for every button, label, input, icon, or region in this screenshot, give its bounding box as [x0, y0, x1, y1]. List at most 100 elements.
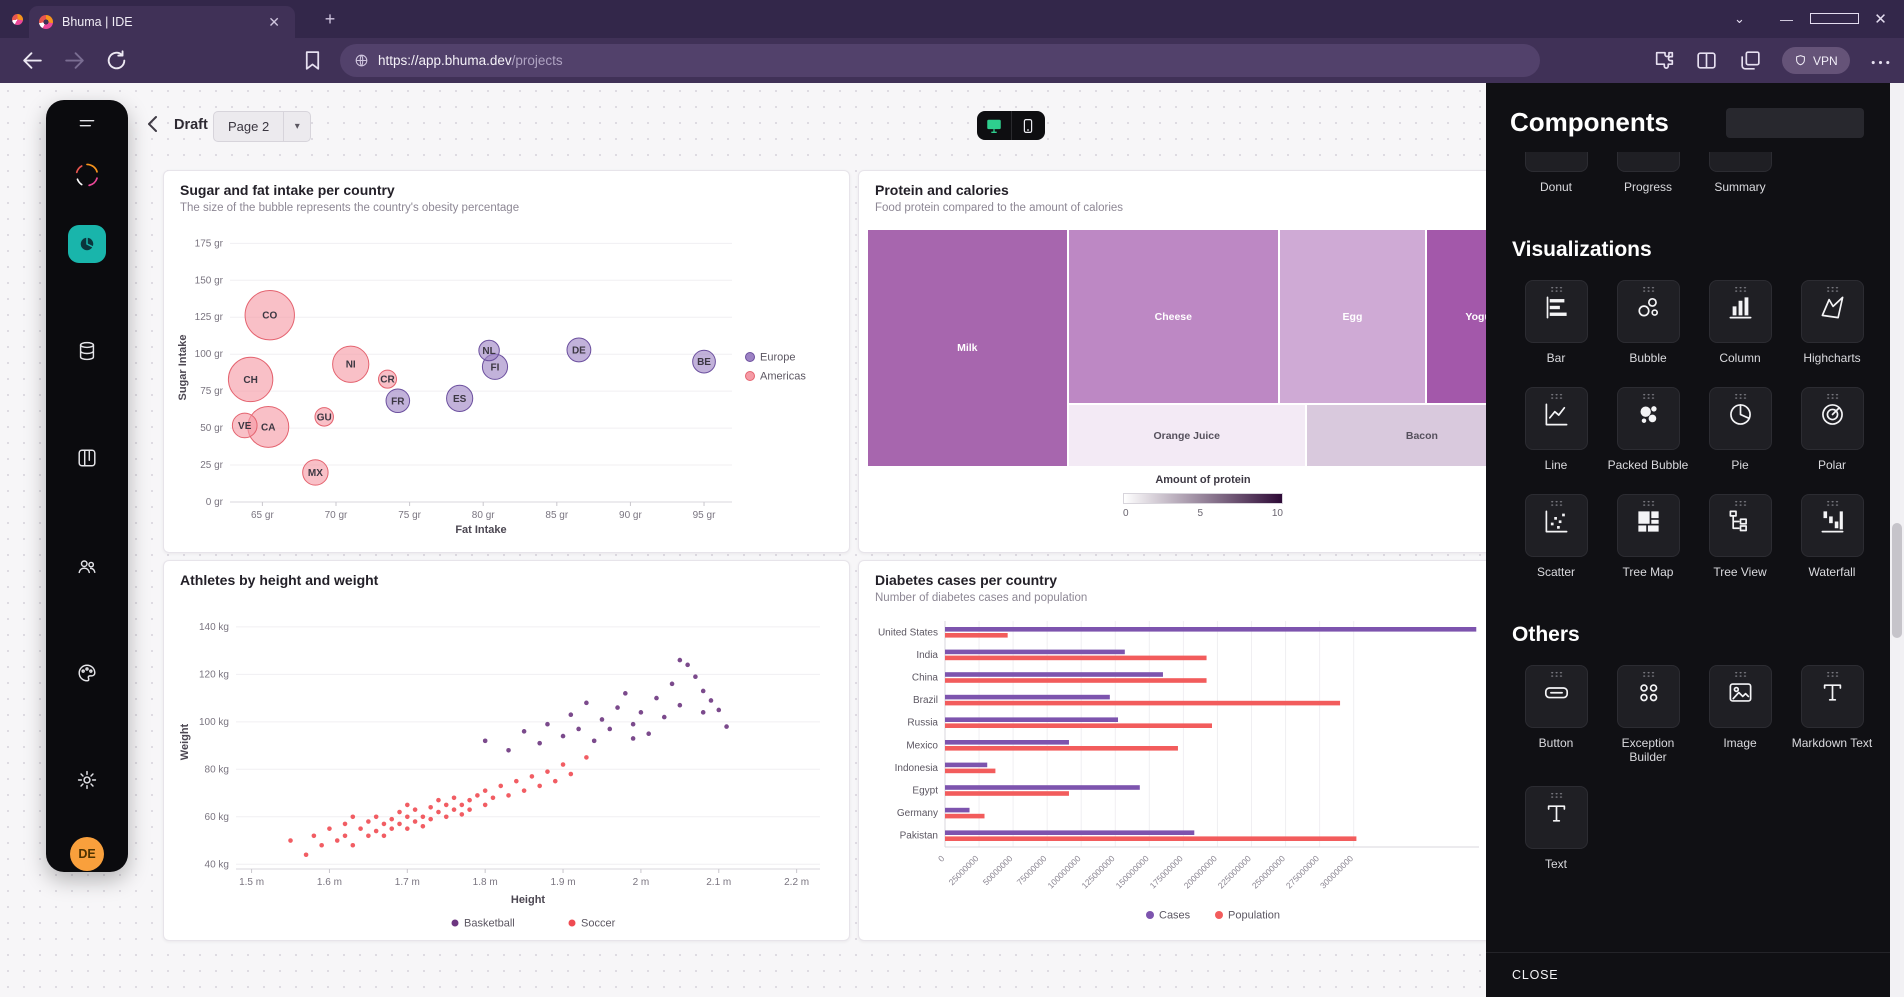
card-title: Protein and calories [875, 182, 1009, 198]
pie-icon [1727, 401, 1754, 433]
url-bar[interactable]: https://app.bhuma.dev/projects [340, 44, 1540, 77]
mobile-view-button[interactable] [1012, 111, 1046, 140]
panel-section-heading: Visualizations [1512, 238, 1652, 261]
component-tile-markdown-text[interactable]: Markdown Text [1786, 665, 1878, 764]
component-tile-label: Tree View [1713, 565, 1767, 579]
split-screen-icon[interactable] [1694, 48, 1719, 73]
drag-handle-icon[interactable] [1549, 671, 1563, 678]
scrollbar-thumb[interactable] [1892, 523, 1902, 638]
component-tile-bubble[interactable]: Bubble [1602, 280, 1694, 365]
card-protein-calories[interactable]: Protein and calories Food protein compar… [858, 170, 1545, 553]
page-selector-value[interactable]: Page 2 [214, 112, 285, 141]
component-tile-packed-bubble[interactable]: Packed Bubble [1602, 387, 1694, 472]
drag-handle-icon[interactable] [1733, 500, 1747, 507]
component-tile-label: Image [1723, 736, 1757, 750]
treemap-legend: Amount of protein 0 5 10 [1123, 474, 1283, 519]
drag-handle-icon[interactable] [1549, 500, 1563, 507]
drag-handle-icon[interactable] [1733, 393, 1747, 400]
collections-icon[interactable] [1738, 48, 1763, 73]
sidebar-item-boards[interactable] [46, 441, 128, 475]
chevron-down-icon[interactable]: ▾ [294, 121, 300, 132]
close-button[interactable]: ✕ [1874, 11, 1887, 28]
desktop-view-button[interactable] [977, 111, 1012, 140]
canvas-back-button[interactable] [142, 112, 166, 136]
drag-handle-icon[interactable] [1825, 500, 1839, 507]
svg-text:Indonesia: Indonesia [895, 763, 939, 774]
component-tile-pie[interactable]: Pie [1694, 387, 1786, 472]
browser-titlebar: Bhuma | IDE ✕ + ⌄ — ✕ [0, 0, 1904, 38]
sidebar-item-theme[interactable] [46, 656, 128, 690]
component-tile-label: Packed Bubble [1607, 458, 1689, 472]
drag-handle-icon[interactable] [1641, 671, 1655, 678]
component-tile-line[interactable]: Line [1510, 387, 1602, 472]
component-tile-progress[interactable]: Progress [1602, 138, 1694, 194]
drag-handle-icon[interactable] [1733, 286, 1747, 293]
svg-text:Russia: Russia [907, 718, 938, 729]
drag-handle-icon[interactable] [1825, 286, 1839, 293]
component-tile-column[interactable]: Column [1694, 280, 1786, 365]
drag-handle-icon[interactable] [1549, 792, 1563, 799]
button-icon [1543, 679, 1570, 711]
drag-handle-icon[interactable] [1825, 393, 1839, 400]
browser-menu-icon[interactable] [1868, 50, 1893, 75]
treemap-chart: Milk Cheese Egg Yogurt Orange Juice Bacon [867, 229, 1538, 467]
sidebar-menu-button[interactable] [46, 110, 128, 138]
drag-handle-icon[interactable] [1641, 393, 1655, 400]
component-tile-tree-view[interactable]: Tree View [1694, 494, 1786, 579]
drag-handle-icon[interactable] [1549, 393, 1563, 400]
sidebar-item-data[interactable] [46, 334, 128, 368]
close-panel-button[interactable]: CLOSE [1512, 968, 1559, 982]
component-tile-tree-map[interactable]: Tree Map [1602, 494, 1694, 579]
extensions-icon[interactable] [1652, 48, 1677, 73]
drag-handle-icon[interactable] [1641, 286, 1655, 293]
sidebar-item-charts[interactable] [46, 225, 128, 263]
bhuma-logo[interactable] [46, 156, 128, 194]
component-tile-partial[interactable] [1616, 152, 1680, 172]
bar-chart-svg: United States India China Brazil Russia Mexic… [878, 621, 1479, 922]
bookmark-icon[interactable] [300, 48, 325, 73]
component-tile-waterfall[interactable]: Waterfall [1786, 494, 1878, 579]
component-tile-bar[interactable]: Bar [1510, 280, 1602, 365]
svg-text:ES: ES [453, 394, 467, 405]
svg-text:1.6 m: 1.6 m [317, 877, 342, 888]
component-tile-image[interactable]: Image [1694, 665, 1786, 764]
card-diabetes[interactable]: Diabetes cases per country Number of dia… [858, 560, 1545, 941]
drag-handle-icon[interactable] [1825, 671, 1839, 678]
tab-close-icon[interactable]: ✕ [268, 14, 280, 30]
panel-body: Donut Progress Summary Visualizations Bar Bub… [1486, 138, 1890, 893]
vpn-pill[interactable]: VPN [1782, 47, 1850, 74]
component-tile-summary[interactable]: Summary [1694, 138, 1786, 194]
image-icon [1727, 679, 1754, 711]
component-tile-polar[interactable]: Polar [1786, 387, 1878, 472]
card-athletes[interactable]: Athletes by height and weight 40 kg 60 kg… [163, 560, 850, 941]
refresh-button[interactable] [104, 48, 129, 73]
minimize-button[interactable]: — [1780, 11, 1793, 27]
card-title: Diabetes cases per country [875, 572, 1058, 588]
component-tile-donut[interactable]: Donut [1510, 138, 1602, 194]
sidebar-avatar[interactable]: DE [46, 837, 128, 871]
component-tile-label: Pie [1731, 458, 1749, 472]
component-tile-partial[interactable] [1524, 152, 1588, 172]
drag-handle-icon[interactable] [1549, 286, 1563, 293]
sidebar-item-users[interactable] [46, 549, 128, 583]
maximize-button[interactable] [1810, 12, 1859, 27]
card-subtitle: Number of diabetes cases and population [875, 592, 1088, 604]
drag-handle-icon[interactable] [1641, 500, 1655, 507]
card-sugar-fat[interactable]: Sugar and fat intake per country The siz… [163, 170, 850, 553]
browser-tab[interactable]: Bhuma | IDE ✕ [29, 6, 295, 38]
component-tile-text[interactable]: Text [1510, 786, 1602, 871]
component-tile-button[interactable]: Button [1510, 665, 1602, 764]
page-scrollbar[interactable] [1890, 83, 1904, 997]
sidebar-item-settings[interactable] [46, 763, 128, 797]
component-tile-label: Markdown Text [1791, 736, 1873, 750]
component-tile-highcharts[interactable]: Highcharts [1786, 280, 1878, 365]
drag-handle-icon[interactable] [1733, 671, 1747, 678]
new-tab-button[interactable]: + [324, 9, 336, 29]
component-tile-partial[interactable] [1708, 152, 1772, 172]
page-selector[interactable]: Page 2 ▾ [213, 111, 312, 142]
tab-search-icon[interactable]: ⌄ [1734, 11, 1745, 26]
component-tile-scatter[interactable]: Scatter [1510, 494, 1602, 579]
component-tile-exception-builder[interactable]: Exception Builder [1602, 665, 1694, 764]
forward-button[interactable] [62, 48, 87, 73]
back-button[interactable] [20, 48, 45, 73]
